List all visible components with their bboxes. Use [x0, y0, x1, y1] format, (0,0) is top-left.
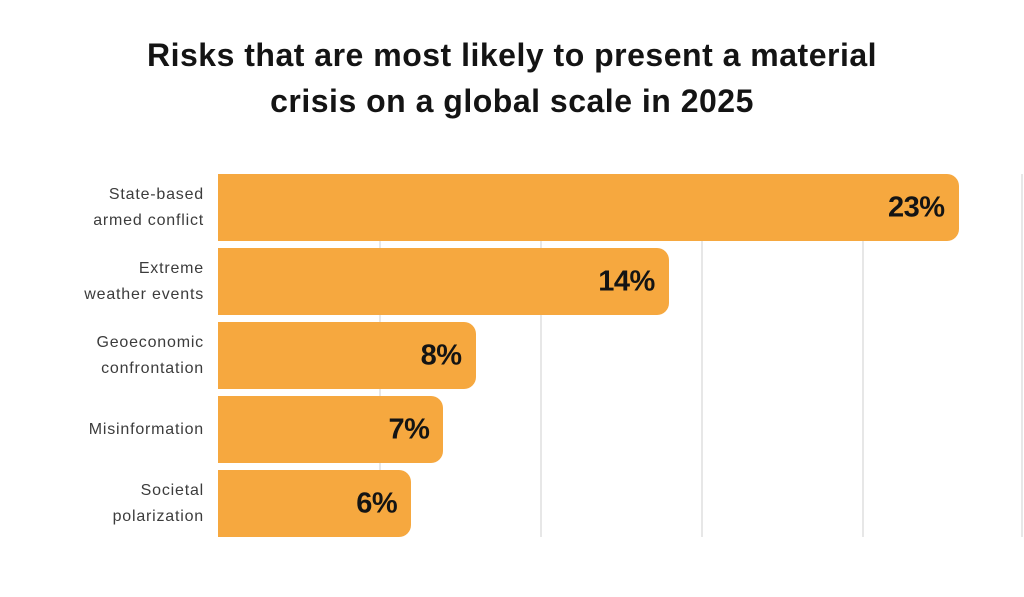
bar-value-label: 6% [356, 487, 398, 519]
category-label: Geoeconomic confrontation [0, 322, 210, 389]
bar-geoeconomic-confrontation: 8% [218, 322, 476, 389]
chart-title-line-1: Risks that are most likely to present a … [146, 37, 878, 73]
category-label-line: Geoeconomic [96, 333, 204, 351]
bar-societal-polarization: 6% [218, 470, 412, 537]
gridline-20pct [862, 174, 864, 537]
bar-row: 8% [218, 322, 1023, 389]
category-label-line: State-based [108, 185, 204, 203]
category-label: State-based armed conflict [0, 174, 210, 241]
category-label: Extreme weather events [0, 248, 210, 315]
category-label-line: weather events [84, 285, 204, 303]
bar-value-label: 14% [598, 265, 655, 297]
gridline-15pct [701, 174, 703, 537]
bar-state-based-armed-conflict: 23% [218, 174, 959, 241]
category-label-line: polarization [112, 507, 204, 525]
category-label-line: Misinformation [88, 420, 204, 438]
bar-misinformation: 7% [218, 396, 444, 463]
bar-row: 14% [218, 248, 1023, 315]
bar-value-label: 7% [388, 413, 430, 445]
bar-row: 7% [218, 396, 1023, 463]
bar-rows: 23% 14% 8% 7% 6% [218, 174, 1023, 537]
category-label-line: Extreme [138, 259, 204, 277]
category-label-line: Societal [140, 481, 204, 499]
category-axis: State-based armed conflict Extreme weather … [0, 174, 210, 537]
category-label-line: confrontation [101, 359, 204, 377]
plot-area: 23% 14% 8% 7% 6% [218, 174, 1023, 537]
category-label: Societal polarization [0, 470, 210, 537]
bar-value-label: 23% [888, 191, 945, 223]
bar-row: 23% [218, 174, 1023, 241]
gridline-10pct [540, 174, 542, 537]
bar-row: 6% [218, 470, 1023, 537]
gridline-25pct [1021, 174, 1023, 537]
chart-title-line-2: crisis on a global scale in 2025 [270, 83, 754, 119]
category-label: Misinformation [0, 396, 210, 463]
chart-title: Risks that are most likely to present a … [0, 32, 1024, 124]
bar-value-label: 8% [420, 339, 462, 371]
bar-extreme-weather-events: 14% [218, 248, 669, 315]
category-label-line: armed conflict [93, 211, 204, 229]
